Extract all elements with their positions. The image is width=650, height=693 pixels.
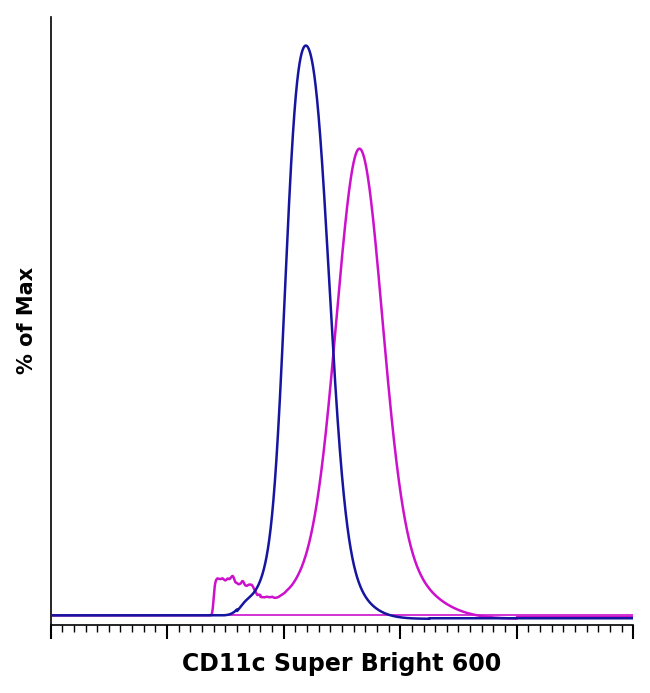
X-axis label: CD11c Super Bright 600: CD11c Super Bright 600 (182, 652, 502, 676)
Y-axis label: % of Max: % of Max (17, 267, 36, 374)
